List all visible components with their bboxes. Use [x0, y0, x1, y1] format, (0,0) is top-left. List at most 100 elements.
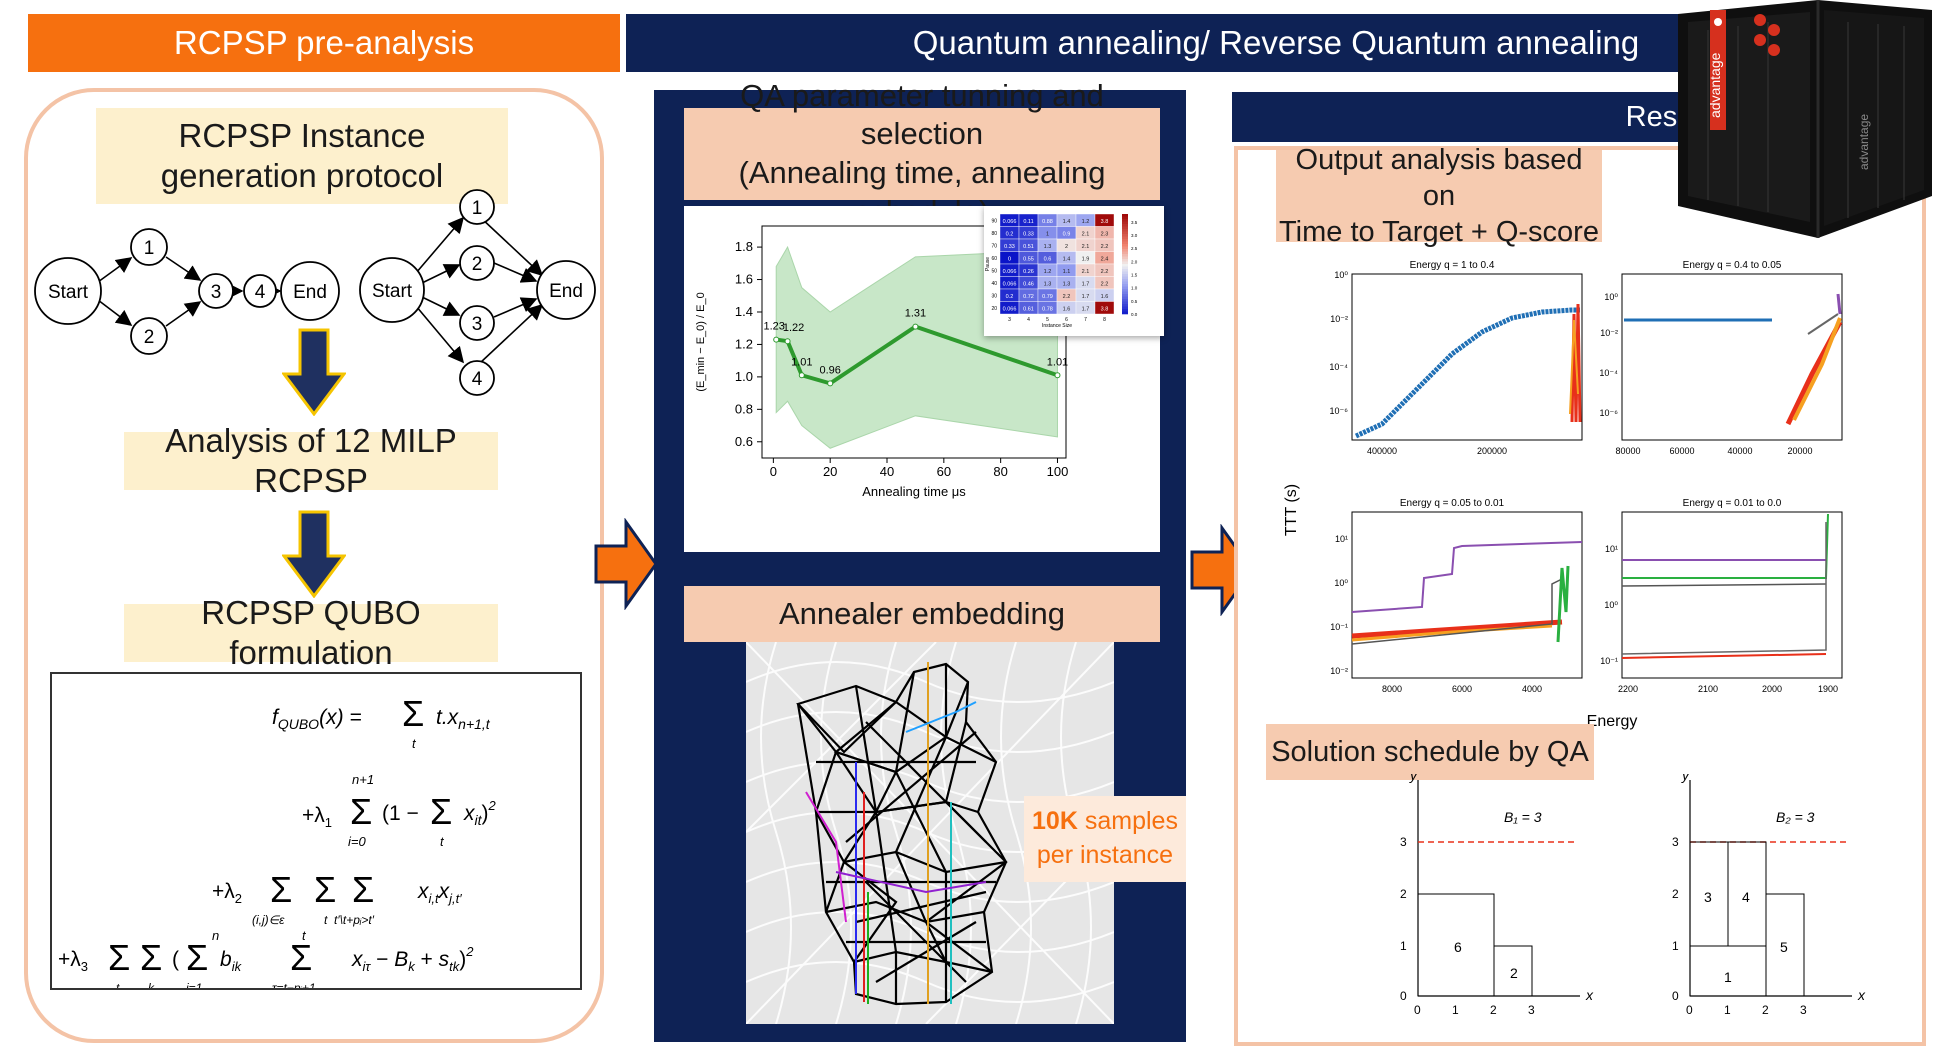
ttt-subplot-3: Energy q = 0.05 to 0.01 10¹ 10⁰ 10⁻¹ 10⁻² 8…	[1330, 498, 1583, 694]
heatmap-cell-label: 2.1	[1082, 231, 1090, 237]
x-tick-label: 40	[880, 464, 894, 479]
node-2	[130, 317, 168, 355]
svg-text:1900: 1900	[1818, 684, 1838, 694]
svg-text:0: 0	[1400, 989, 1407, 1003]
heatmap-cell-label: 1.3	[1063, 281, 1071, 287]
heatmap-y-tick: 30	[991, 293, 997, 299]
svg-text:fQUBO(x) =: fQUBO(x) =	[272, 706, 362, 732]
solution-schedules: 6 2 B₁ = 3 y x 0 1 2 3 0 1 2 3 3 4 1 5 B₂ = 3 y…	[1400, 774, 1866, 1017]
heatmap-cell-label: 1.6	[1063, 306, 1071, 312]
series-orange	[1792, 317, 1842, 421]
svg-text:Σ: Σ	[140, 937, 162, 978]
svg-text:0: 0	[1414, 1003, 1421, 1017]
colorbar-segment	[1122, 266, 1128, 270]
svg-text:+λ1: +λ1	[302, 804, 332, 830]
svg-text:(i,j)∈ε: (i,j)∈ε	[252, 913, 285, 927]
x-tick-label: 60	[937, 464, 951, 479]
heatmap-x-tick: 8	[1103, 317, 1106, 323]
colorbar-segment	[1122, 256, 1128, 260]
analysis-title: Analysis of 12 MILP RCPSP	[124, 422, 498, 499]
heatmap-cell-label: 2	[1065, 244, 1068, 250]
heatmap-cell-label: 0.066	[1003, 269, 1017, 275]
samples-callout: 10K samples per instance	[1024, 796, 1186, 882]
svg-text:10⁻⁶: 10⁻⁶	[1330, 406, 1349, 416]
svg-text:10⁰: 10⁰	[1604, 600, 1618, 610]
heatmap-y-tick: 80	[991, 231, 997, 237]
colorbar-segment	[1122, 249, 1128, 252]
svg-text:Σ: Σ	[314, 869, 336, 910]
data-label: 1.23	[763, 321, 784, 333]
heatmap-x-label: Instance Size	[1042, 323, 1072, 329]
svg-text:t: t	[302, 928, 307, 943]
subplot-title: Energy q = 0.01 to 0.0	[1683, 498, 1782, 509]
colorbar-segment	[1122, 279, 1128, 282]
y-tick-label: 1.4	[735, 304, 753, 319]
svg-text:40000: 40000	[1727, 446, 1752, 456]
svg-text:10⁰: 10⁰	[1334, 578, 1348, 588]
data-point	[784, 338, 791, 345]
svg-text:Σ: Σ	[186, 937, 208, 978]
svg-text:3: 3	[211, 282, 222, 303]
heatmap-cell-label: 0.33	[1023, 231, 1034, 237]
heatmap-cell-label: 0.066	[1003, 281, 1017, 287]
svg-text:60000: 60000	[1669, 446, 1694, 456]
series-darkgray	[1621, 522, 1827, 655]
ttt-subplot-4: Energy q = 0.01 to 0.0 10¹ 10⁰ 10⁻¹ 2200 21…	[1600, 498, 1843, 694]
heatmap-cell-label: 0.88	[1042, 219, 1053, 225]
heatmap-cell-label: 0.11	[1023, 219, 1033, 225]
precedence-graph-1: Start 1 2 3 4 End	[34, 228, 340, 355]
heatmap-cell-label: 0.78	[1042, 306, 1053, 312]
heatmap-y-tick: 60	[991, 256, 997, 262]
colorbar-segment	[1122, 304, 1128, 307]
colorbar-segment	[1122, 214, 1128, 217]
colorbar-segment	[1122, 286, 1128, 290]
ttt-xlabel: Energy	[1587, 713, 1638, 730]
node-2	[459, 245, 495, 281]
data-label: 1.31	[905, 308, 926, 320]
colorbar-segment	[1122, 261, 1128, 265]
heatmap-cell-label: 2.2	[1101, 281, 1109, 287]
data-label: 1.22	[783, 322, 804, 334]
node-3	[198, 273, 234, 309]
svg-text:Σ: Σ	[402, 693, 424, 734]
svg-text:advantage: advantage	[1857, 114, 1871, 170]
colorbar-segment	[1122, 269, 1128, 272]
svg-text:10⁻²: 10⁻²	[1330, 314, 1348, 324]
samples-line1: 10K samples	[1024, 805, 1186, 839]
colorbar-segment	[1122, 264, 1128, 267]
node-start	[34, 257, 102, 325]
svg-text:Start: Start	[48, 282, 89, 303]
svg-text:10¹: 10¹	[1605, 544, 1618, 554]
svg-text:4: 4	[1742, 889, 1750, 905]
svg-text:t: t	[440, 834, 445, 849]
colorbar-segment	[1122, 241, 1128, 245]
node-4	[243, 274, 277, 308]
svg-text:10¹: 10¹	[1335, 534, 1348, 544]
heatmap-cell-label: 1.4	[1063, 256, 1071, 262]
svg-text:4000: 4000	[1522, 684, 1542, 694]
heatmap-cell-label: 0.26	[1023, 269, 1034, 275]
svg-text:1: 1	[1452, 1003, 1459, 1017]
heatmap-cell-label: 0.61	[1023, 306, 1034, 312]
svg-text:t.xn+1,t: t.xn+1,t	[436, 706, 491, 732]
node-3	[459, 305, 495, 341]
ttt-subplot-2: Energy q = 0.4 to 0.05 10⁰ 10⁻² 10⁻⁴ 10⁻⁶ 8…	[1599, 260, 1843, 456]
svg-text:1: 1	[1400, 939, 1407, 953]
output-line2: Time to Target + Q-score	[1279, 216, 1599, 249]
colorbar-segment	[1122, 216, 1128, 220]
svg-text:3: 3	[1528, 1003, 1535, 1017]
instance-generation-title: RCPSP Instance generation protocol	[96, 108, 508, 204]
down-arrow-1	[282, 328, 346, 416]
node-1	[459, 189, 495, 225]
colorbar-tick: 1.5	[1131, 273, 1138, 278]
colorbar-segment	[1122, 284, 1128, 287]
svg-text:y: y	[1409, 774, 1418, 783]
colorbar-segment	[1122, 226, 1128, 230]
node-end	[280, 261, 340, 321]
heatmap-cell-label: 1.7	[1082, 294, 1090, 300]
svg-text:3: 3	[1704, 889, 1712, 905]
x-tick-label: 80	[993, 464, 1007, 479]
svg-text:10⁰: 10⁰	[1604, 292, 1618, 302]
heatmap-cell-label: 0	[1008, 256, 1011, 262]
heatmap-cell-label: 0.6	[1044, 256, 1052, 262]
